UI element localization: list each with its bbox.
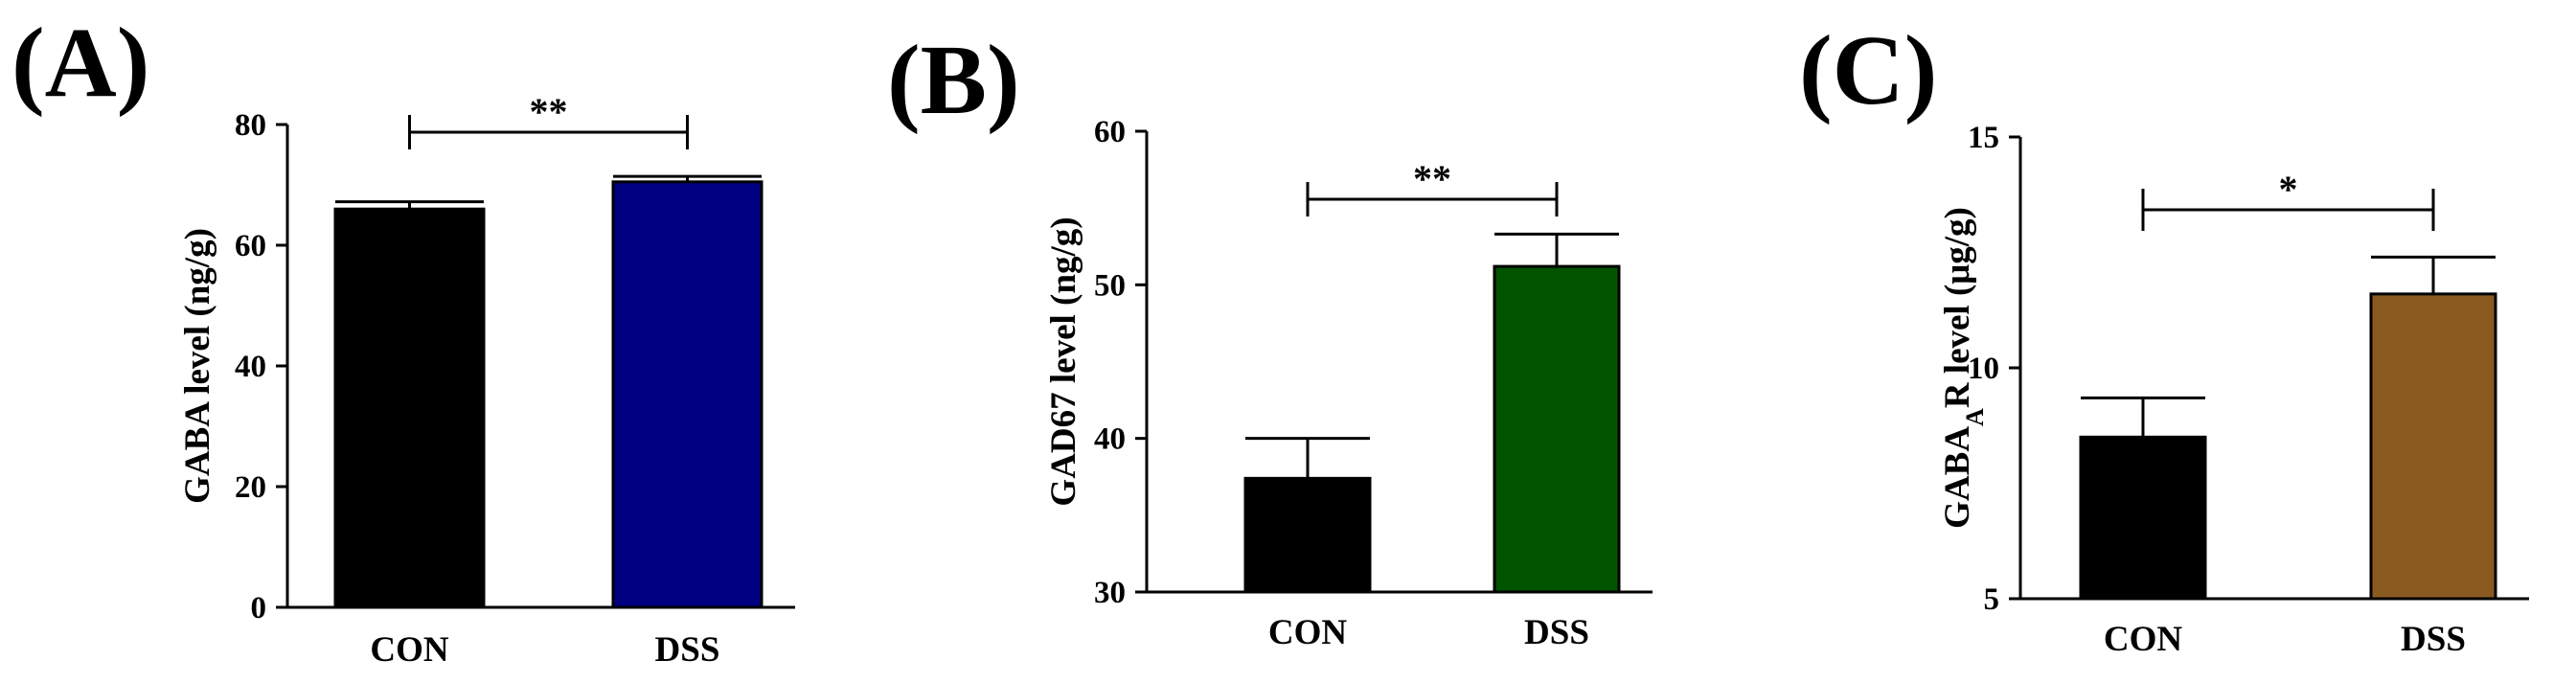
category-label: CON [2104, 620, 2183, 659]
bar-con [333, 207, 486, 609]
category-label: DSS [2401, 620, 2466, 659]
y-tick-label: 30 [1094, 576, 1126, 610]
category-label: DSS [1524, 613, 1589, 652]
y-axis-label-main: GAD67 level (ng/g) [1044, 216, 1083, 506]
y-tick-label: 5 [1984, 582, 2000, 617]
y-tick-label: 40 [1094, 422, 1126, 457]
category-label: CON [1268, 613, 1348, 652]
panel-3: (C) 5 10 15 CON DSS * GABAAR level (μg/g) [1799, 15, 2529, 659]
y-axis-label-suffix: R level (μg/g) [1938, 207, 1977, 408]
panel-1: (A) 0 20 40 60 80 CON DSS ** GABA level (ng/g) [11, 8, 795, 670]
bar-con [2079, 435, 2207, 601]
panel-2: (B) 30 40 50 60 CON DSS ** GAD67 level (ng/g) [887, 25, 1653, 652]
category-label: DSS [655, 630, 720, 670]
y-axis-label: GABA level (ng/g) [178, 228, 217, 504]
y-tick-label: 40 [235, 350, 266, 384]
y-tick-label: 15 [1968, 121, 1999, 155]
bar-dss [1493, 264, 1621, 594]
significance-marker: * [2279, 168, 2298, 211]
y-tick-label: 60 [235, 229, 266, 263]
bar-dss [2369, 292, 2497, 601]
y-axis-label-main: GABA level (ng/g) [178, 228, 217, 504]
y-axis-label: GAD67 level (ng/g) [1044, 216, 1083, 506]
panel-label: (A) [11, 8, 149, 118]
y-tick-label: 10 [1968, 352, 1999, 386]
y-tick-label: 20 [235, 470, 266, 505]
category-label: CON [370, 630, 449, 670]
panel-label: (B) [887, 25, 1020, 135]
significance-marker: ** [530, 90, 568, 133]
significance-marker: ** [1413, 157, 1451, 200]
y-tick-label: 80 [235, 108, 266, 143]
y-tick-label: 50 [1094, 268, 1126, 303]
y-axis-label-subscript: A [1961, 408, 1989, 426]
bar-dss [611, 180, 764, 609]
y-axis-label-main: GABA [1938, 426, 1977, 529]
y-tick-label: 60 [1094, 115, 1126, 149]
panel-label: (C) [1799, 15, 1937, 125]
bar-con [1243, 476, 1372, 594]
y-tick-label: 0 [251, 591, 267, 626]
y-axis-label: GABAAR level (μg/g) [1938, 207, 1989, 529]
